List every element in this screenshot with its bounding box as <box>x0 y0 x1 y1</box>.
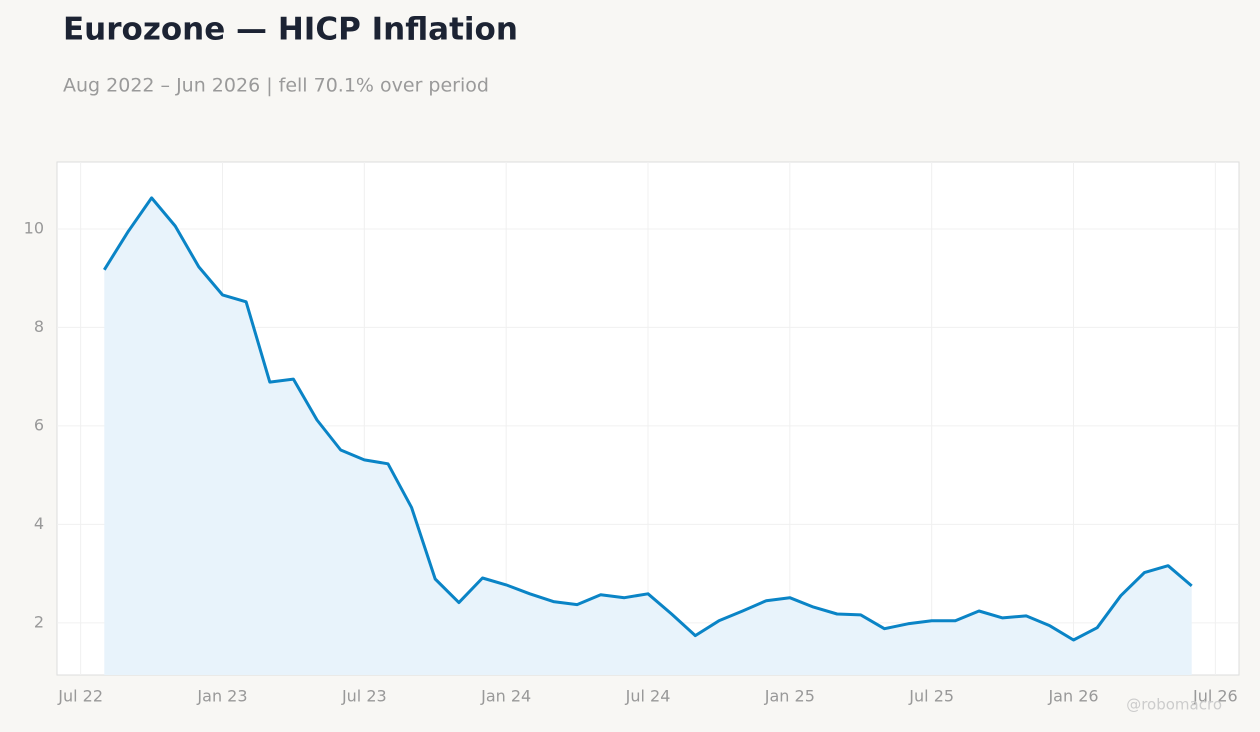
x-tick-label: Jul 23 <box>341 687 387 706</box>
x-tick-label: Jul 22 <box>57 687 103 706</box>
y-tick-label: 6 <box>34 415 44 434</box>
y-tick-label: 8 <box>34 317 44 336</box>
x-tick-label: Jul 24 <box>625 687 671 706</box>
y-tick-label: 2 <box>34 612 44 631</box>
labels: 2 4 6 8 10 Jul 22 Jan 23 Jul 23 Jan 24 Jul 24 Jan … <box>24 218 1238 705</box>
x-tick-label: Jan 25 <box>764 687 815 706</box>
y-tick-label: 4 <box>34 514 44 533</box>
x-tick-label: Jan 23 <box>196 687 247 706</box>
x-tick-label: Jan 24 <box>480 687 531 706</box>
x-tick-label: Jul 26 <box>1192 687 1238 706</box>
chart-subtitle: Aug 2022 – Jun 2026 | fell 70.1% over pe… <box>63 75 489 97</box>
area <box>104 197 1192 675</box>
watermark: @robomacro <box>1126 696 1222 714</box>
x-tick-label: Jan 26 <box>1047 687 1098 706</box>
line <box>103 196 1193 642</box>
y-tick-label: 10 <box>24 218 44 237</box>
marks <box>103 196 1193 675</box>
chart-title: Eurozone — HICP Inflation <box>63 12 518 48</box>
x-tick-label: Jul 25 <box>908 687 954 706</box>
